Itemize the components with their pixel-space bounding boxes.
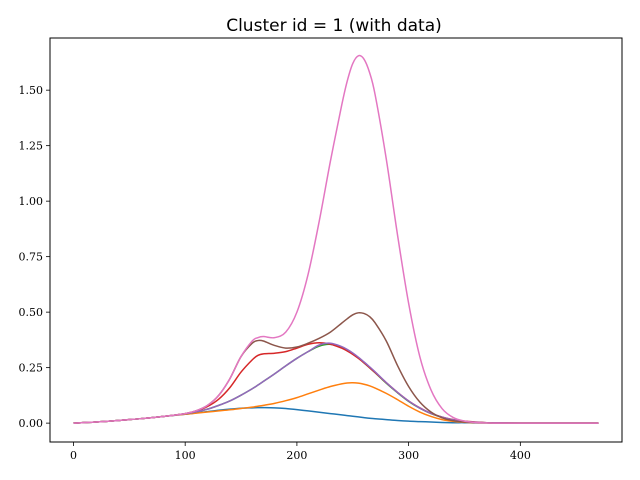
y-tick-label: 0.50 [19, 306, 44, 319]
x-tick-label: 0 [70, 449, 77, 462]
y-tick-label: 1.00 [19, 195, 44, 208]
y-tick-label: 0.75 [19, 251, 44, 264]
plot-frame [49, 37, 623, 443]
y-tick-label: 0.25 [19, 362, 44, 375]
x-tick-label: 400 [510, 449, 531, 462]
series-line-5 [73, 342, 599, 424]
series-layer [73, 54, 599, 424]
x-tick-label: 100 [175, 449, 196, 462]
series-line-7 [73, 54, 599, 424]
x-tick-label: 200 [286, 449, 307, 462]
y-tick-label: 1.50 [19, 84, 44, 97]
x-tick-label: 300 [398, 449, 419, 462]
y-tick-label: 0.00 [19, 417, 44, 430]
y-tick-label: 1.25 [19, 140, 44, 153]
axes-layer: 0 100 200 300 400 0.00 0.25 0.50 0.75 1.00 1.25 1.5… [19, 84, 531, 462]
chart-title: Cluster id = 1 (with data) [226, 16, 442, 36]
